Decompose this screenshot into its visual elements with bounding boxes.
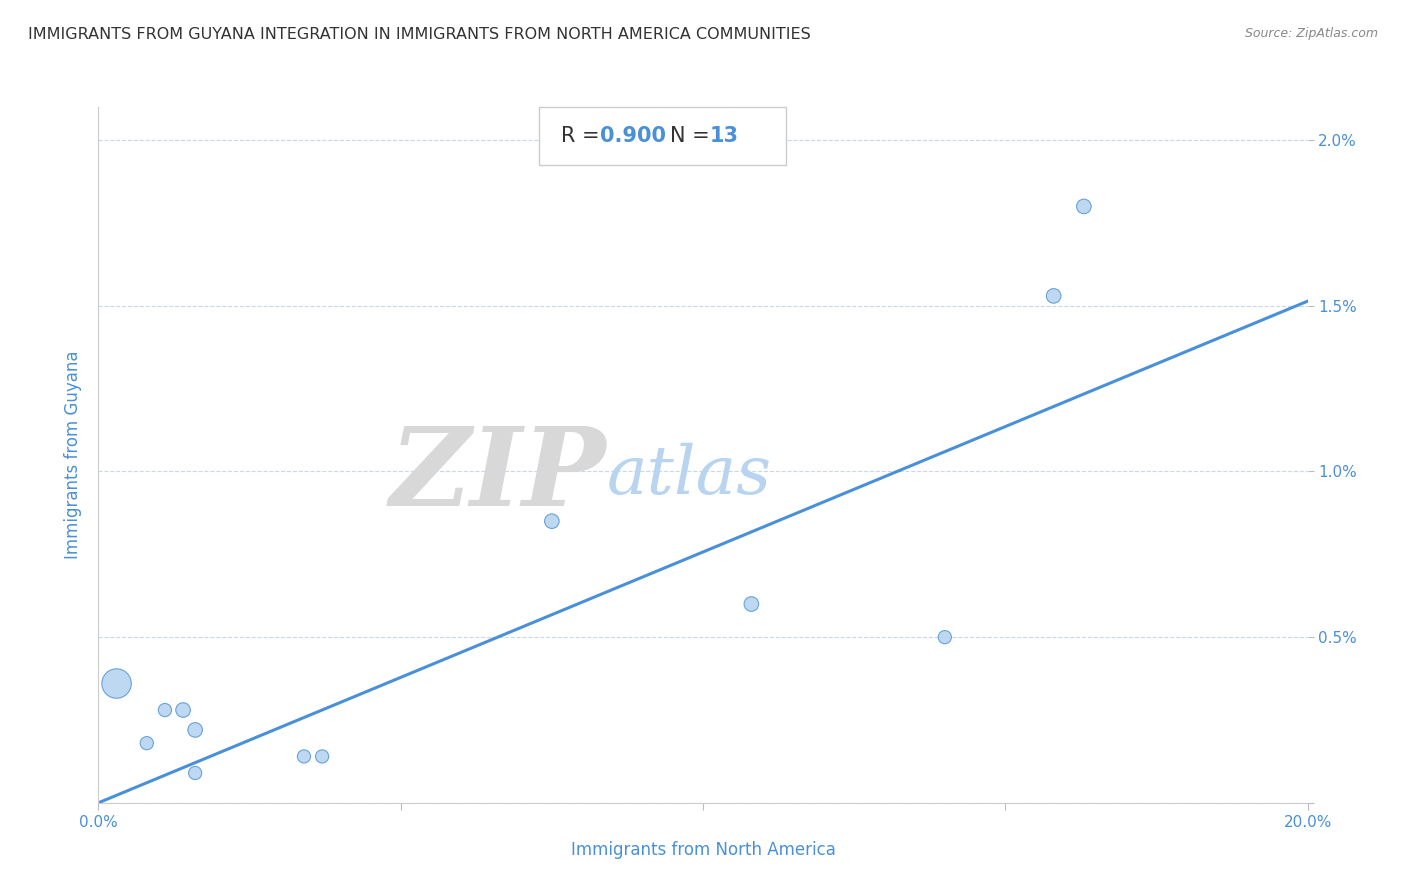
Point [311,749,333,764]
Text: R =: R = [561,126,606,146]
Point [105,676,128,690]
Point [135,736,157,750]
Text: ZIP: ZIP [389,422,606,530]
Text: N =: N = [671,126,717,146]
Point [184,723,207,737]
Point [184,766,207,780]
Text: IMMIGRANTS FROM GUYANA INTEGRATION IN IMMIGRANTS FROM NORTH AMERICA COMMUNITIES: IMMIGRANTS FROM GUYANA INTEGRATION IN IM… [28,27,811,42]
Point [292,749,315,764]
Text: 13: 13 [710,126,738,146]
Point [934,630,956,644]
Point [540,514,562,528]
Point [172,703,194,717]
Point [153,703,176,717]
Text: Source: ZipAtlas.com: Source: ZipAtlas.com [1244,27,1378,40]
Point [1073,199,1095,213]
X-axis label: Immigrants from North America: Immigrants from North America [571,841,835,859]
Text: atlas: atlas [606,443,772,508]
Point [1042,289,1064,303]
Y-axis label: Immigrants from Guyana: Immigrants from Guyana [65,351,83,559]
Point [740,597,762,611]
Text: 0.900: 0.900 [600,126,666,146]
